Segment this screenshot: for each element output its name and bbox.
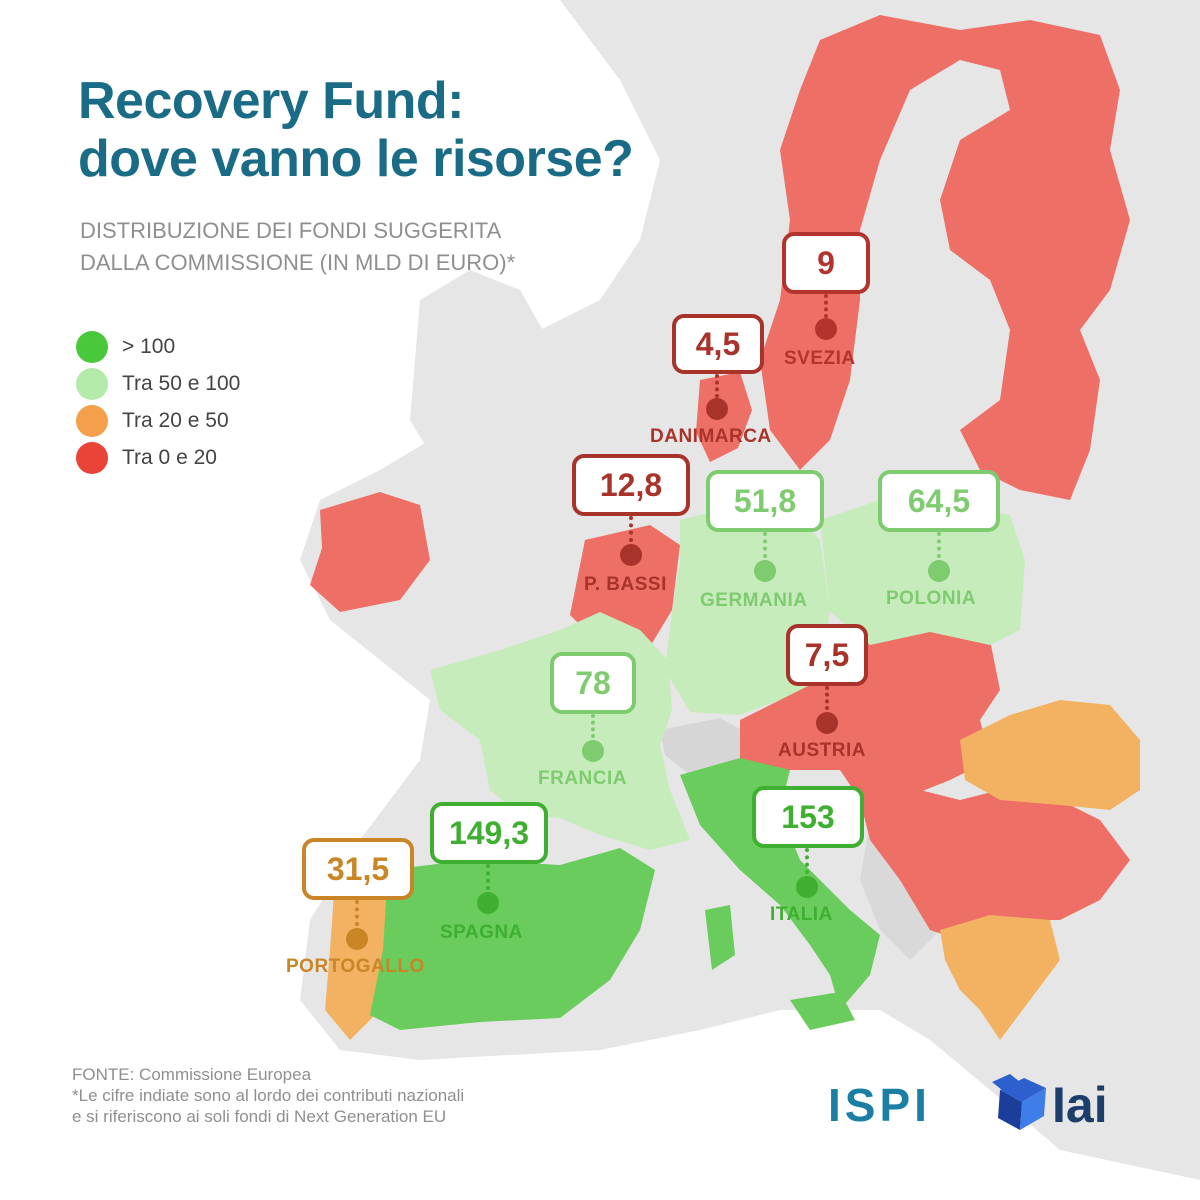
region-nordics [760,15,1130,500]
region-poland [820,500,1025,645]
pin-stem [629,516,633,542]
legend-swatch [76,367,108,400]
pin-stem [591,714,595,738]
page-title: Recovery Fund: dove vanno le risorse? [78,72,634,188]
pin-stem [355,900,359,926]
legend: > 100 Tra 50 e 100 Tra 20 e 50 Tra 0 e 2… [76,328,240,476]
value-box: 51,8 [706,470,824,532]
legend-label: Tra 20 e 50 [122,408,229,432]
footer-notes: FONTE: Commissione Europea *Le cifre ind… [72,1064,464,1127]
legend-swatch [76,441,108,474]
legend-label: > 100 [122,334,176,358]
pin-dot [796,876,818,898]
pin-dot [346,928,368,950]
value-box: 7,5 [786,624,868,686]
subtitle-line-2: DALLA COMMISSIONE (IN MLD DI EURO)* [80,250,516,275]
pin-stem [824,294,828,318]
country-label: SVEZIA [784,348,856,369]
pin-stem [937,532,941,558]
region-balkans-south [860,790,1130,940]
title-line-2: dove vanno le risorse? [78,130,634,188]
legend-label: Tra 50 e 100 [122,371,241,395]
country-label: FRANCIA [538,768,627,789]
region-italy [680,758,880,1010]
pin-stem [805,848,809,874]
value-box: 149,3 [430,802,548,864]
pin-dot [620,544,642,566]
region-romania [960,700,1140,810]
legend-swatch [76,330,108,363]
pin-dot [477,892,499,914]
source-line: FONTE: Commissione Europea [72,1065,312,1084]
value-box: 64,5 [878,470,1000,532]
country-label: POLONIA [886,588,977,609]
value-box: 78 [550,652,636,714]
legend-item: > 100 [76,328,240,365]
pin-stem [825,686,829,710]
country-label: GERMANIA [700,590,808,611]
pin-dot [928,560,950,582]
value-box: 153 [752,786,864,848]
pin-stem [763,532,767,558]
region-greece [940,915,1060,1040]
value-box: 31,5 [302,838,414,900]
ispi-logo: ISPI [828,1079,931,1131]
region-sardinia [705,905,735,970]
country-label: PORTOGALLO [286,956,425,977]
country-label: P. BASSI [584,574,667,595]
uk-background [410,270,580,600]
note-line-2: e si riferiscono ai soli fondi di Next G… [72,1107,447,1126]
legend-item: Tra 50 e 100 [76,365,240,402]
value-box: 12,8 [572,454,690,516]
country-label: DANIMARCA [650,426,772,447]
cube-icon [992,1074,1046,1130]
note-line-1: *Le cifre indiate sono al lordo dei cont… [72,1086,465,1105]
pin-dot [815,318,837,340]
iai-logo-text: Iai [1052,1077,1108,1133]
title-line-1: Recovery Fund: [78,72,464,130]
region-spain [370,848,655,1030]
iai-logo: Iai [990,1072,1108,1139]
pin-dot [582,740,604,762]
country-label: ITALIA [770,904,833,925]
value-box: 4,5 [672,314,764,374]
value-box: 9 [782,232,870,294]
legend-item: Tra 20 e 50 [76,402,240,439]
region-ireland [310,492,430,612]
legend-item: Tra 0 e 20 [76,439,240,476]
region-sicily [790,992,855,1030]
country-label: AUSTRIA [778,740,866,761]
subtitle: DISTRIBUZIONE DEI FONDI SUGGERITA DALLA … [80,215,515,279]
legend-label: Tra 0 e 20 [122,445,217,469]
pin-stem [715,374,719,398]
pin-stem [486,864,490,890]
pin-dot [816,712,838,734]
legend-swatch [76,404,108,437]
pin-dot [754,560,776,582]
subtitle-line-1: DISTRIBUZIONE DEI FONDI SUGGERITA [80,218,502,243]
pin-dot [706,398,728,420]
country-label: SPAGNA [440,922,523,943]
